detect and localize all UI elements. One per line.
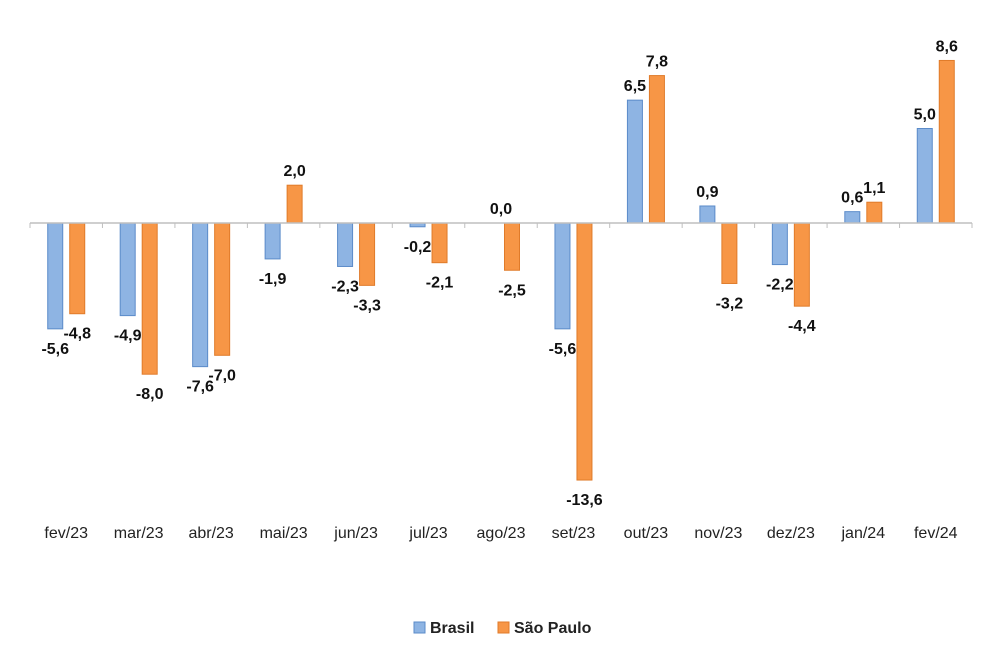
value-label-sao-paulo: -7,0: [208, 367, 236, 384]
category-label: mar/23: [114, 525, 164, 542]
bar-sao-paulo: [866, 201, 883, 224]
value-label-sao-paulo: -2,5: [498, 282, 526, 299]
bar-sao-paulo: [793, 222, 810, 307]
legend: Brasil São Paulo: [413, 620, 592, 637]
legend-swatch-brasil: [413, 621, 426, 634]
value-labels-group: -5,6-4,8 -4,9-8,0 -7,6-7,0-1,92,0-2,3-3,3-…: [41, 38, 958, 509]
value-label-brasil: 0,9: [696, 184, 718, 201]
category-label: out/23: [624, 525, 669, 542]
value-label-sao-paulo: 1,1: [863, 180, 885, 197]
bar-brasil: [264, 222, 281, 260]
value-label-sao-paulo: 8,6: [936, 38, 958, 55]
bar-brasil: [626, 99, 643, 224]
category-label: mai/23: [260, 525, 308, 542]
category-label: fev/24: [914, 525, 958, 542]
legend-label-sao-paulo: São Paulo: [514, 620, 592, 637]
bar-brasil: [699, 205, 716, 224]
value-label-brasil: 0,6: [841, 190, 863, 207]
legend-label-brasil: Brasil: [430, 620, 474, 637]
value-label-brasil: 6,5: [624, 78, 646, 95]
value-label-brasil: -0,2: [404, 239, 432, 256]
bar-sao-paulo: [359, 222, 376, 286]
value-label-sao-paulo: -8,0: [136, 386, 164, 403]
bar-brasil: [337, 222, 354, 267]
bar-sao-paulo: [938, 59, 955, 224]
value-label-sao-paulo: -4,8: [63, 326, 91, 343]
value-label-sao-paulo: 2,0: [283, 163, 305, 180]
category-label: abr/23: [188, 525, 233, 542]
value-label-sao-paulo: -2,1: [426, 275, 454, 292]
value-label-brasil: -2,3: [331, 278, 359, 295]
bar-brasil: [844, 211, 861, 224]
category-label: fev/23: [44, 525, 88, 542]
value-label-brasil: -7,6: [186, 379, 214, 396]
value-label-brasil: -1,9: [259, 271, 287, 288]
x-axis: [29, 222, 973, 228]
value-label-sao-paulo: -3,2: [716, 295, 744, 312]
bar-sao-paulo: [214, 222, 231, 356]
category-label: nov/23: [694, 525, 742, 542]
bar-brasil: [916, 128, 933, 224]
category-labels-group: fev/23 mar/23 abr/23 mai/23 jun/23 jul/23 ago/…: [44, 525, 957, 542]
bar-sao-paulo: [431, 222, 448, 264]
category-label: ago/23: [477, 525, 526, 542]
value-label-brasil: 0,0: [490, 201, 512, 218]
bar-sao-paulo: [504, 222, 520, 271]
value-label-sao-paulo: 7,8: [646, 54, 668, 71]
bar-brasil: [771, 222, 788, 266]
bar-sao-paulo: [576, 222, 593, 481]
value-label-sao-paulo: -4,4: [788, 318, 816, 335]
bar-sao-paulo: [286, 184, 303, 224]
bar-brasil: [119, 222, 136, 317]
bar-sao-paulo: [721, 222, 738, 284]
value-label-brasil: 5,0: [914, 107, 936, 124]
value-label-brasil: -4,9: [114, 328, 142, 345]
bar-brasil: [192, 222, 209, 368]
category-label: set/23: [552, 525, 596, 542]
value-label-brasil: -5,6: [41, 341, 69, 358]
value-label-sao-paulo: -13,6: [566, 492, 603, 509]
bar-brasil: [554, 222, 571, 330]
category-label: jun/23: [333, 525, 378, 542]
category-label: jul/23: [408, 525, 447, 542]
value-label-sao-paulo: -3,3: [353, 297, 381, 314]
bars-group: [47, 59, 955, 481]
bar-sao-paulo: [141, 222, 158, 375]
category-label: dez/23: [767, 525, 815, 542]
value-label-brasil: -2,2: [766, 277, 794, 294]
category-label: jan/24: [841, 525, 886, 542]
value-label-brasil: -5,6: [549, 341, 577, 358]
bar-sao-paulo: [69, 222, 86, 315]
bar-brasil: [47, 222, 64, 330]
legend-swatch-sao-paulo: [497, 621, 510, 634]
bar-sao-paulo: [648, 75, 665, 224]
